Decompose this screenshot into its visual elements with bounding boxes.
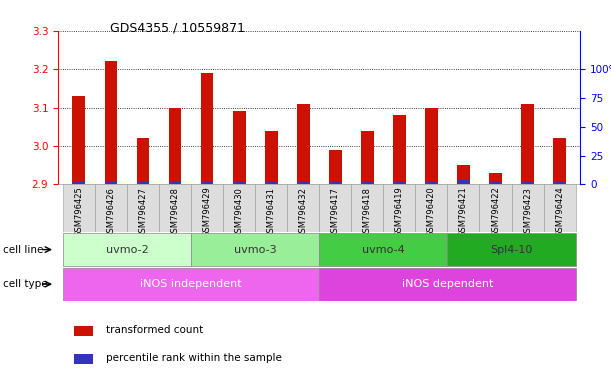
Bar xyxy=(351,184,383,232)
Bar xyxy=(330,182,341,184)
Bar xyxy=(74,326,92,336)
Text: GSM796418: GSM796418 xyxy=(363,187,372,238)
Text: iNOS independent: iNOS independent xyxy=(141,279,242,289)
Bar xyxy=(522,182,533,184)
Bar xyxy=(63,268,319,301)
Text: cell type: cell type xyxy=(3,279,48,289)
Bar xyxy=(553,138,566,184)
Bar xyxy=(511,184,544,232)
Text: iNOS dependent: iNOS dependent xyxy=(402,279,493,289)
Text: GSM796423: GSM796423 xyxy=(523,187,532,238)
Bar xyxy=(319,233,447,266)
Text: GSM796431: GSM796431 xyxy=(266,187,276,238)
Bar xyxy=(266,182,277,184)
Bar xyxy=(233,182,244,184)
Text: Spl4-10: Spl4-10 xyxy=(491,245,533,255)
Bar xyxy=(298,182,309,184)
Text: GSM796428: GSM796428 xyxy=(170,187,180,238)
Bar xyxy=(447,233,576,266)
Bar xyxy=(63,233,191,266)
Bar xyxy=(95,184,127,232)
Bar xyxy=(489,173,502,184)
Bar xyxy=(554,182,565,184)
Bar xyxy=(361,131,374,184)
Text: GSM796429: GSM796429 xyxy=(203,187,211,237)
Bar xyxy=(73,96,86,184)
Text: GSM796432: GSM796432 xyxy=(299,187,308,238)
Bar xyxy=(393,115,406,184)
Bar xyxy=(74,354,92,364)
Bar xyxy=(415,184,447,232)
Text: GSM796421: GSM796421 xyxy=(459,187,468,237)
Text: GSM796425: GSM796425 xyxy=(75,187,83,237)
Text: uvmo-2: uvmo-2 xyxy=(106,245,148,255)
Bar xyxy=(223,184,255,232)
Text: percentile rank within the sample: percentile rank within the sample xyxy=(106,353,282,363)
Bar xyxy=(170,182,180,184)
Text: GSM796419: GSM796419 xyxy=(395,187,404,237)
Bar xyxy=(233,111,246,184)
Text: GSM796422: GSM796422 xyxy=(491,187,500,237)
Bar xyxy=(63,184,95,232)
Bar xyxy=(106,182,116,184)
Bar xyxy=(394,182,405,184)
Bar xyxy=(480,184,511,232)
Bar xyxy=(544,184,576,232)
Bar xyxy=(265,131,277,184)
Bar xyxy=(127,184,159,232)
Bar xyxy=(191,184,223,232)
Bar xyxy=(426,182,437,184)
Text: GSM796430: GSM796430 xyxy=(235,187,244,238)
Text: GSM796417: GSM796417 xyxy=(331,187,340,238)
Text: transformed count: transformed count xyxy=(106,325,203,335)
Bar xyxy=(319,184,351,232)
Bar xyxy=(458,180,469,184)
Bar xyxy=(425,108,438,184)
Bar xyxy=(137,138,149,184)
Bar xyxy=(287,184,319,232)
Bar xyxy=(200,73,213,184)
Text: uvmo-4: uvmo-4 xyxy=(362,245,404,255)
Bar xyxy=(297,104,310,184)
Bar xyxy=(319,268,576,301)
Text: GSM796427: GSM796427 xyxy=(139,187,147,238)
Text: GSM796424: GSM796424 xyxy=(555,187,564,237)
Bar xyxy=(202,182,213,184)
Text: GSM796420: GSM796420 xyxy=(427,187,436,237)
Text: GDS4355 / 10559871: GDS4355 / 10559871 xyxy=(110,21,245,34)
Bar xyxy=(73,182,84,184)
Bar xyxy=(159,184,191,232)
Text: uvmo-3: uvmo-3 xyxy=(234,245,276,255)
Bar xyxy=(457,165,470,184)
Bar xyxy=(490,182,501,184)
Bar xyxy=(447,184,480,232)
Text: GSM796426: GSM796426 xyxy=(106,187,115,238)
Bar xyxy=(137,182,148,184)
Bar xyxy=(191,233,319,266)
Bar xyxy=(104,61,117,184)
Bar xyxy=(255,184,287,232)
Text: cell line: cell line xyxy=(3,245,43,255)
Bar xyxy=(383,184,415,232)
Bar xyxy=(329,150,342,184)
Bar xyxy=(362,182,373,184)
Bar xyxy=(521,104,534,184)
Bar xyxy=(169,108,181,184)
